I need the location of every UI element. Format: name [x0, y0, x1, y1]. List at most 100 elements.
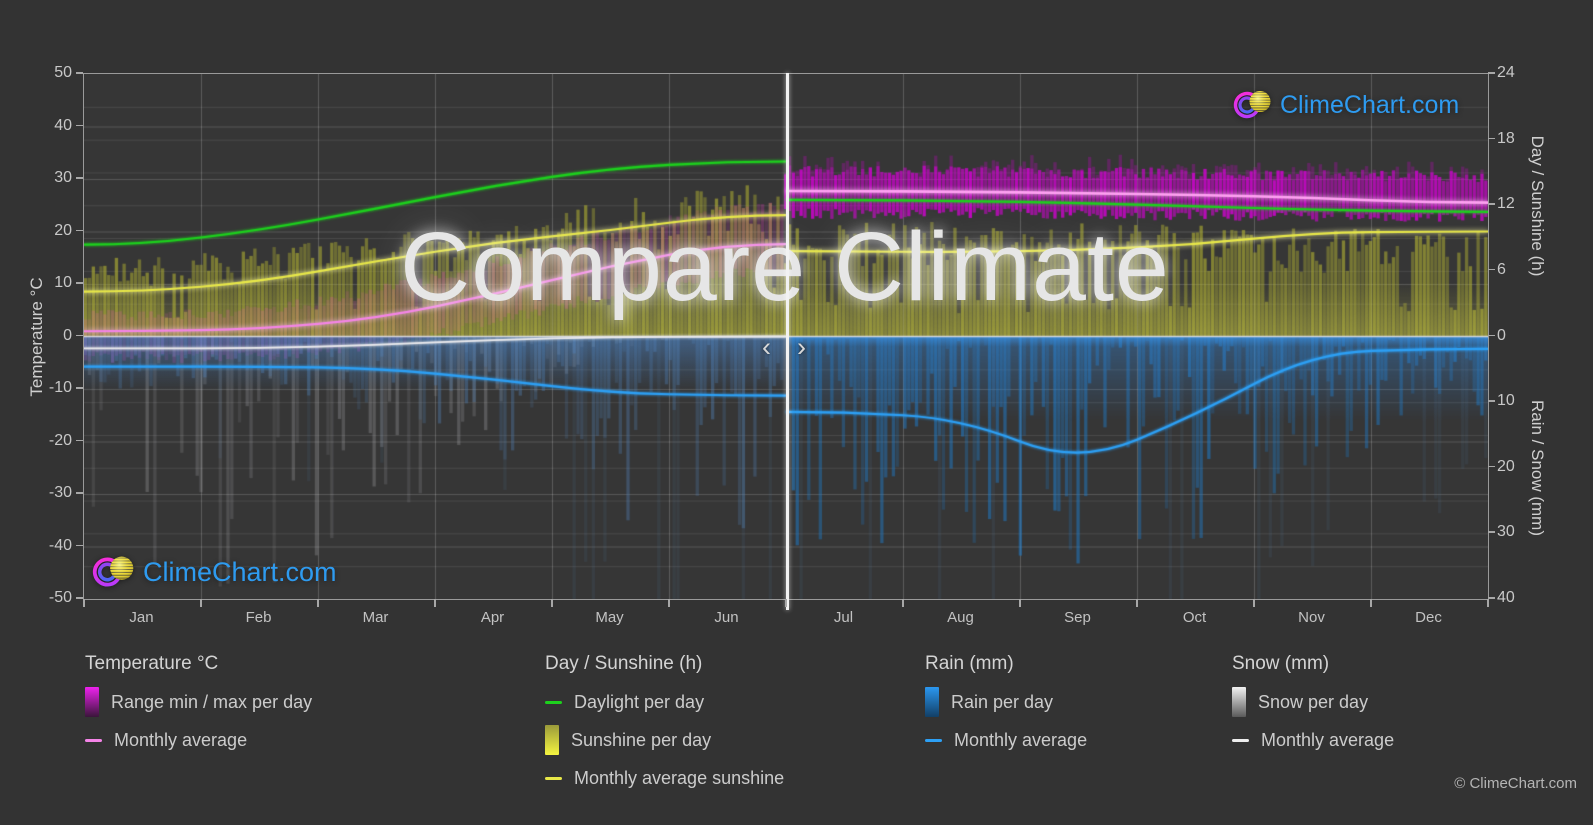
legend-group-rain-mm-: Rain (mm) Rain per day Monthly average [925, 645, 1087, 759]
axis-tick-mark [668, 599, 670, 607]
legend-group-day-sunshine-h-: Day / Sunshine (h) Daylight per day Sunshi… [545, 645, 784, 797]
axis-tick-mark [200, 599, 202, 607]
legend-item-label: Monthly average [114, 729, 248, 750]
month-label: Apr [480, 609, 505, 626]
axis-tick-mark [1488, 465, 1495, 468]
legend-item-label: Sunshine per day [571, 729, 712, 750]
temp-tick-label: 40 [54, 116, 72, 134]
legend-group-temperature-c: Temperature °C Range min / max per day Mon… [85, 645, 312, 759]
temperature-axis-title: Temperature °C [27, 277, 46, 397]
day-tick-label: 18 [1497, 129, 1515, 147]
day-tick-label: 0 [1497, 326, 1506, 344]
axis-tick-mark [76, 72, 83, 74]
axis-tick-mark [1488, 203, 1495, 205]
climechart-logo-icon [1233, 91, 1271, 119]
month-label: Oct [1182, 609, 1207, 626]
axis-tick-mark [76, 334, 83, 336]
axis-tick-mark [1019, 599, 1021, 607]
month-label: Sep [1064, 609, 1091, 626]
axis-tick-mark [1488, 72, 1495, 74]
legend-item-label: Monthly average [954, 729, 1088, 750]
climechart-logo-text: ClimeChart.com [143, 556, 337, 587]
month-label: Aug [947, 609, 974, 626]
day-tick-label: 12 [1497, 195, 1515, 213]
axis-tick-mark [76, 597, 83, 599]
axis-tick-mark [1487, 599, 1489, 607]
axis-tick-mark [83, 599, 85, 607]
day-tick-label: 6 [1497, 260, 1506, 278]
axis-tick-mark [76, 124, 83, 126]
temp-tick-label: 20 [54, 221, 72, 239]
day-sunshine-axis-title: Day / Sunshine (h) [1528, 135, 1547, 277]
compare-divider-handle[interactable] [786, 73, 789, 610]
temp-tick-label: 50 [54, 64, 72, 81]
legend-item-label: Daylight per day [574, 691, 705, 712]
axis-tick-mark [76, 229, 83, 231]
axis-tick-mark [76, 282, 83, 284]
legend-group-snow-mm-: Snow (mm) Snow per day Monthly average [1232, 645, 1394, 759]
legend-group-title: Day / Sunshine (h) [545, 653, 703, 674]
rain-tick-label: 40 [1497, 589, 1515, 606]
legend-swatch-gradient-bar [85, 687, 99, 717]
legend-item: Monthly average [85, 721, 312, 759]
climechart-logo-icon [92, 556, 134, 587]
axis-tick-mark [76, 544, 83, 546]
legend: Temperature °C Range min / max per day Mon… [0, 645, 1593, 825]
month-label: Dec [1415, 609, 1442, 626]
axis-tick-mark [1488, 268, 1495, 271]
legend-swatch-line [545, 776, 562, 780]
divider-prev-arrow-icon[interactable]: ‹ [762, 332, 771, 362]
axis-tick-mark [434, 599, 436, 607]
legend-group-title: Rain (mm) [925, 653, 1014, 674]
rain-snow-axis-title: Rain / Snow (mm) [1528, 399, 1547, 537]
temp-tick-label: -10 [48, 379, 72, 396]
legend-swatch-line [1232, 738, 1249, 742]
climechart-logo-top-right[interactable]: ClimeChart.com [1233, 85, 1459, 125]
legend-group-title: Snow (mm) [1232, 653, 1330, 674]
climechart-logo-bottom-left[interactable]: ClimeChart.com [92, 550, 337, 594]
temp-tick-label: 30 [54, 169, 72, 186]
month-label: Jun [714, 609, 739, 626]
legend-swatch-gradient-bar [545, 725, 559, 755]
axis-tick-mark [1136, 599, 1138, 607]
axis-tick-mark [1488, 400, 1495, 402]
axis-tick-mark [551, 599, 553, 607]
axis-tick-mark [76, 387, 83, 389]
month-label: May [595, 609, 624, 626]
axis-tick-mark [76, 177, 83, 179]
rain-tick-label: 30 [1497, 523, 1515, 541]
legend-item: Sunshine per day [545, 721, 784, 759]
axis-tick-mark [1488, 334, 1495, 336]
legend-group-title: Temperature °C [85, 653, 219, 674]
legend-swatch-line [925, 738, 942, 742]
temp-tick-label: 10 [54, 274, 72, 291]
month-label: Feb [245, 609, 272, 626]
axis-tick-mark [1253, 599, 1255, 607]
temp-tick-label: -40 [48, 536, 72, 554]
temp-tick-label: -30 [48, 484, 72, 501]
month-label: Mar [362, 609, 389, 626]
legend-item: Snow per day [1232, 683, 1394, 721]
legend-swatch-gradient-bar [1232, 687, 1246, 717]
axis-tick-mark [1488, 531, 1495, 533]
month-label: Nov [1298, 609, 1325, 626]
axis-tick-mark [1488, 137, 1495, 140]
legend-item-label: Range min / max per day [111, 691, 313, 712]
legend-item-label: Monthly average [1261, 729, 1395, 750]
axis-tick-mark [76, 439, 83, 441]
temp-tick-label: 0 [63, 326, 72, 344]
rain-tick-label: 10 [1497, 392, 1515, 410]
legend-swatch-line [85, 738, 102, 742]
month-label: Jan [129, 609, 154, 626]
temp-tick-label: -20 [48, 431, 72, 449]
legend-item: Daylight per day [545, 683, 784, 721]
copyright-note: © ClimeChart.com [1454, 775, 1577, 792]
divider-next-arrow-icon[interactable]: › [797, 332, 806, 362]
axis-tick-mark [902, 599, 904, 607]
legend-item: Monthly average [1232, 721, 1394, 759]
climechart-logo-text: ClimeChart.com [1280, 90, 1460, 119]
axis-tick-mark [785, 599, 787, 607]
legend-item: Rain per day [925, 683, 1087, 721]
temp-tick-label: -50 [48, 589, 72, 606]
